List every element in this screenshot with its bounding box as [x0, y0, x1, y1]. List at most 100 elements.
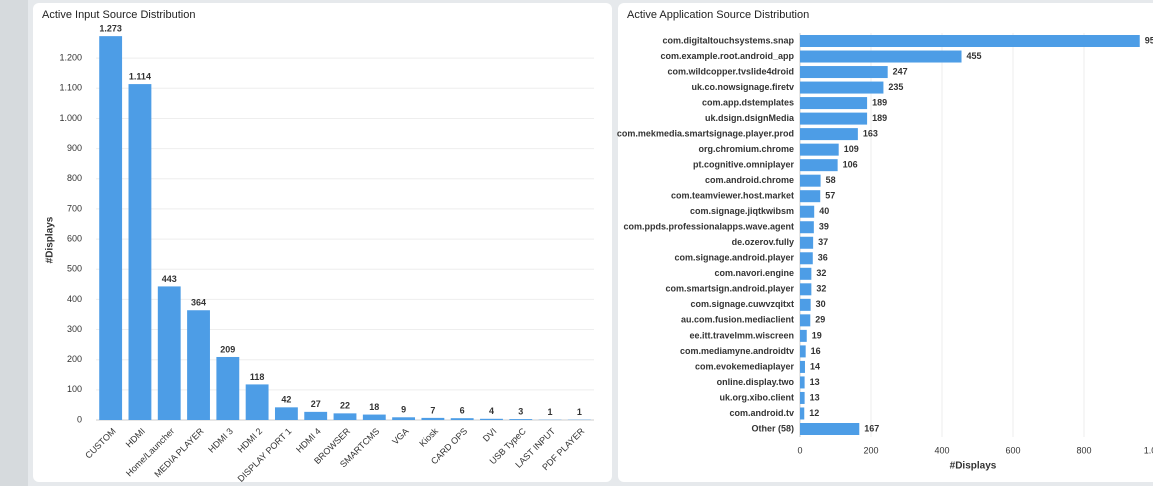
y-tick-label: au.com.fusion.mediaclient [681, 315, 794, 325]
chart-title: Active Application Source Distribution [627, 9, 809, 21]
bar [800, 174, 821, 187]
value-label: 209 [220, 344, 235, 354]
bar [800, 267, 812, 280]
bar [800, 236, 814, 249]
bar [392, 417, 416, 420]
bar [333, 413, 357, 420]
y-tick-label: com.ppds.professionalapps.wave.agent [623, 222, 794, 232]
y-tick-label: com.android.chrome [705, 175, 794, 185]
y-tick-label: com.digitaltouchsystems.snap [662, 35, 794, 45]
value-label: 455 [967, 51, 982, 61]
value-label: 167 [864, 423, 879, 433]
value-label: 30 [816, 299, 826, 309]
bar [800, 345, 806, 358]
value-label: 42 [281, 395, 291, 405]
bar [274, 407, 298, 420]
y-tick-label: 100 [67, 384, 82, 394]
y-tick-label: com.mediamyne.androidtv [680, 346, 794, 356]
y-tick-label: org.chromium.chrome [698, 144, 794, 154]
bar [800, 423, 860, 435]
y-tick-label: 600 [67, 233, 82, 243]
x-tick-label: 800 [1076, 445, 1091, 455]
value-label: 1 [548, 407, 553, 417]
bar [362, 414, 386, 420]
y-axis-label: #Displays [45, 216, 56, 263]
value-label: 1.273 [99, 24, 122, 34]
bar [304, 411, 328, 420]
y-tick-label: 900 [67, 143, 82, 153]
chart-title: Active Input Source Distribution [42, 9, 195, 21]
y-tick-label: pt.cognitive.omniplayer [693, 160, 795, 170]
value-label: 19 [812, 330, 822, 340]
y-tick-label: ee.itt.travelmm.wiscreen [689, 330, 794, 340]
panel [618, 3, 1153, 482]
y-tick-label: online.display.two [717, 377, 795, 387]
bar [800, 407, 805, 420]
y-tick-label: uk.dsign.dsignMedia [705, 113, 795, 123]
y-tick-label: 700 [67, 203, 82, 213]
x-tick-label: 600 [1005, 445, 1020, 455]
bar [157, 286, 181, 420]
y-tick-label: com.evokemediaplayer [695, 361, 795, 371]
x-axis-label: #Displays [950, 461, 997, 472]
bar [800, 159, 838, 172]
value-label: 247 [893, 66, 908, 76]
value-label: 39 [819, 222, 829, 232]
y-tick-label: 0 [77, 414, 82, 424]
value-label: 235 [888, 82, 903, 92]
y-tick-label: com.signage.jiqtkwibsm [690, 206, 794, 216]
value-label: 364 [191, 298, 206, 308]
bar [800, 221, 814, 234]
value-label: 4 [489, 406, 494, 416]
bar [800, 190, 821, 203]
value-label: 22 [340, 401, 350, 411]
y-tick-label: 1.200 [59, 53, 82, 63]
value-label: 37 [818, 237, 828, 247]
y-tick-label: 500 [67, 264, 82, 274]
value-label: 3 [518, 406, 523, 416]
bar [800, 329, 807, 342]
y-tick-label: uk.co.nowsignage.firetv [691, 82, 794, 92]
value-label: 32 [816, 284, 826, 294]
bar [421, 417, 445, 420]
x-tick-label: 1.000 [1144, 445, 1153, 455]
bar [800, 376, 805, 389]
bar [800, 205, 815, 218]
bar [800, 391, 805, 404]
value-label: 13 [810, 392, 820, 402]
bar [800, 112, 868, 125]
value-label: 163 [863, 128, 878, 138]
value-label: 189 [872, 113, 887, 123]
value-label: 13 [810, 377, 820, 387]
y-tick-label: 1.100 [59, 83, 82, 93]
bar [800, 97, 868, 110]
x-tick-label: 0 [797, 445, 802, 455]
y-tick-label: com.teamviewer.host.market [671, 191, 794, 201]
side-backdrop [0, 0, 28, 486]
value-label: 14 [810, 361, 820, 371]
bar [800, 314, 811, 327]
bar [480, 418, 503, 420]
value-label: 27 [311, 399, 321, 409]
value-label: 106 [843, 160, 858, 170]
y-tick-label: com.example.root.android_app [660, 51, 794, 61]
value-label: 58 [826, 175, 836, 185]
y-tick-label: com.android.tv [729, 408, 794, 418]
bar [128, 84, 152, 420]
bar [450, 418, 474, 420]
y-tick-label: uk.org.xibo.client [719, 392, 794, 402]
y-tick-label: de.ozerov.fully [732, 237, 794, 247]
value-label: 29 [815, 315, 825, 325]
value-label: 6 [460, 406, 465, 416]
y-tick-label: com.app.dstemplates [702, 97, 794, 107]
y-tick-label: 400 [67, 294, 82, 304]
value-label: 12 [809, 408, 819, 418]
value-label: 109 [844, 144, 859, 154]
bar [800, 143, 839, 156]
bar [800, 252, 813, 265]
y-tick-label: com.signage.cuwvzqitxt [690, 299, 794, 309]
y-tick-label: com.navori.engine [714, 268, 794, 278]
bar [800, 81, 884, 94]
y-tick-label: 800 [67, 173, 82, 183]
